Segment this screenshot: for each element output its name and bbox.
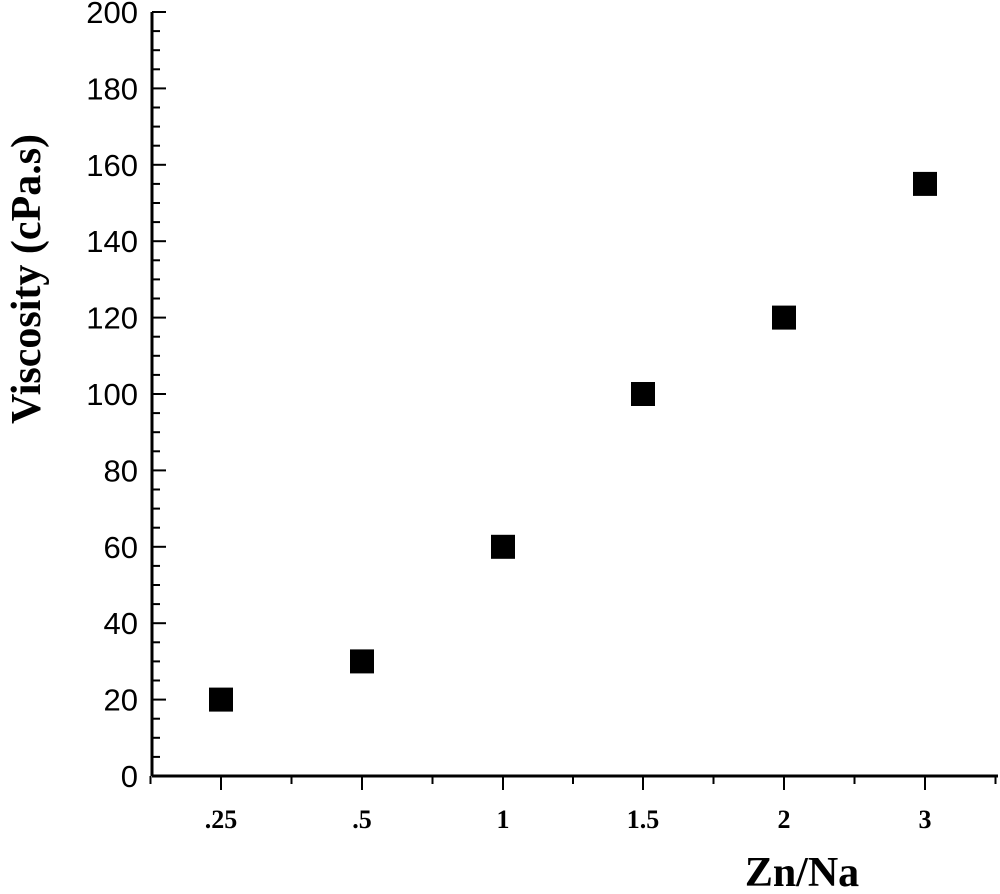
x-tick-label: 3 bbox=[919, 805, 932, 834]
y-tick-label: 200 bbox=[86, 0, 138, 30]
y-tick-label: 0 bbox=[121, 759, 138, 794]
x-tick-label: 2 bbox=[778, 805, 791, 834]
y-tick-label: 60 bbox=[104, 530, 138, 565]
y-tick-label: 120 bbox=[86, 301, 138, 336]
y-tick-label: 160 bbox=[86, 148, 138, 183]
x-tick-label: .25 bbox=[205, 805, 238, 834]
data-point bbox=[631, 382, 655, 406]
y-ticks: 0 20 40 60 80 100 120 140 160 180 200 bbox=[86, 0, 166, 794]
x-tick-label: .5 bbox=[352, 805, 372, 834]
x-axis-title: Zn/Na bbox=[745, 850, 859, 894]
data-points bbox=[209, 171, 937, 712]
x-tick-label: 1 bbox=[497, 805, 510, 834]
y-tick-label: 180 bbox=[86, 71, 138, 106]
y-tick-label: 40 bbox=[104, 606, 138, 641]
y-axis-title: Viscosity (cPa.s) bbox=[4, 134, 50, 424]
x-ticks: .25 .5 1 1.5 2 3 bbox=[149, 776, 997, 834]
data-point bbox=[491, 534, 515, 559]
data-point bbox=[350, 649, 374, 674]
data-point bbox=[913, 171, 937, 196]
x-tick-label: 1.5 bbox=[627, 805, 660, 834]
axes bbox=[150, 12, 998, 778]
data-point bbox=[772, 305, 796, 330]
data-point bbox=[209, 687, 233, 712]
y-tick-label: 20 bbox=[104, 683, 138, 718]
y-tick-label: 80 bbox=[104, 453, 138, 488]
y-tick-label: 140 bbox=[86, 224, 138, 259]
y-tick-label: 100 bbox=[86, 377, 138, 412]
